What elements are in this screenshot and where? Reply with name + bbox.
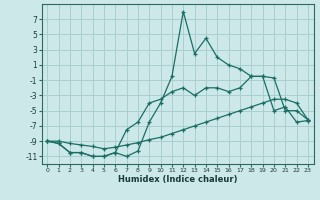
- X-axis label: Humidex (Indice chaleur): Humidex (Indice chaleur): [118, 175, 237, 184]
